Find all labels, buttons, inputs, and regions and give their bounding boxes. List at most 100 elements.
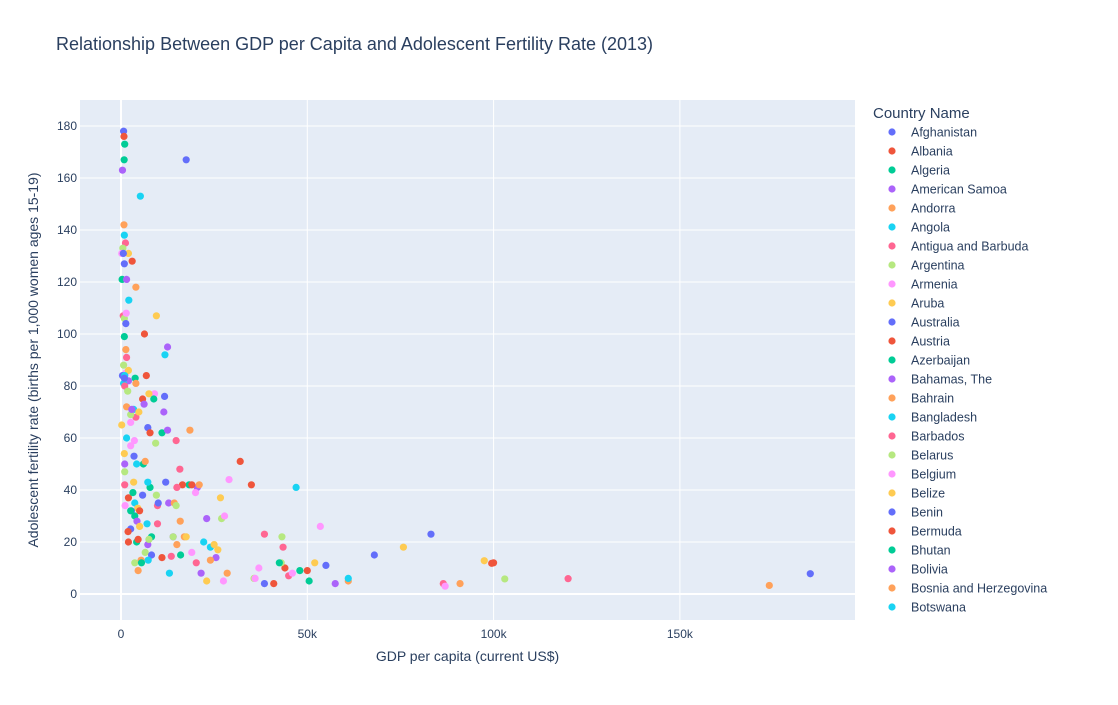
data-point[interactable]: [128, 405, 136, 413]
data-point[interactable]: [173, 483, 181, 491]
data-point[interactable]: [169, 533, 177, 541]
data-point[interactable]: [133, 460, 141, 468]
data-point[interactable]: [119, 249, 127, 257]
data-point[interactable]: [130, 478, 138, 486]
data-point[interactable]: [118, 166, 127, 174]
data-point[interactable]: [172, 437, 180, 445]
data-point[interactable]: [188, 548, 196, 557]
data-point[interactable]: [275, 559, 283, 567]
data-point[interactable]: [225, 476, 233, 484]
data-point[interactable]: [121, 502, 129, 510]
data-point[interactable]: [122, 320, 130, 328]
data-point[interactable]: [129, 489, 137, 497]
legend-item[interactable]: Benin: [888, 506, 943, 520]
data-point[interactable]: [120, 260, 128, 268]
legend-item[interactable]: Bhutan: [888, 544, 951, 558]
data-point[interactable]: [128, 257, 136, 265]
data-point[interactable]: [140, 330, 149, 338]
data-point[interactable]: [214, 546, 222, 554]
data-point[interactable]: [120, 231, 128, 239]
legend-item[interactable]: Albania: [888, 145, 953, 159]
data-point[interactable]: [122, 434, 131, 442]
data-point[interactable]: [158, 554, 166, 562]
data-point[interactable]: [303, 567, 311, 575]
legend-item[interactable]: Bermuda: [888, 525, 962, 539]
data-point[interactable]: [144, 556, 152, 564]
data-point[interactable]: [130, 452, 138, 460]
data-point[interactable]: [127, 418, 135, 426]
data-point[interactable]: [127, 442, 135, 450]
legend-item[interactable]: Azerbaijan: [888, 354, 970, 368]
legend-item[interactable]: Algeria: [888, 164, 950, 178]
data-point[interactable]: [206, 556, 215, 564]
data-point[interactable]: [296, 567, 304, 575]
data-point[interactable]: [160, 392, 169, 400]
data-point[interactable]: [480, 557, 488, 565]
data-point[interactable]: [122, 353, 131, 361]
data-point[interactable]: [501, 575, 509, 583]
data-point[interactable]: [134, 567, 142, 575]
data-point[interactable]: [197, 569, 205, 577]
data-point[interactable]: [137, 559, 146, 567]
data-point[interactable]: [292, 483, 300, 491]
data-point[interactable]: [163, 426, 172, 434]
data-point[interactable]: [150, 395, 158, 403]
data-point[interactable]: [806, 570, 814, 578]
data-point[interactable]: [152, 491, 160, 499]
data-point[interactable]: [489, 559, 498, 567]
data-point[interactable]: [427, 530, 435, 538]
legend-item[interactable]: Armenia: [888, 278, 958, 292]
data-point[interactable]: [141, 457, 149, 465]
data-point[interactable]: [118, 421, 126, 429]
data-point[interactable]: [152, 439, 160, 447]
legend-item[interactable]: Botswana: [888, 601, 966, 615]
data-point[interactable]: [200, 538, 208, 546]
data-point[interactable]: [130, 437, 138, 445]
legend-item[interactable]: Bahrain: [888, 392, 954, 406]
data-point[interactable]: [322, 561, 330, 570]
data-point[interactable]: [278, 533, 286, 541]
data-point[interactable]: [236, 457, 244, 465]
data-point[interactable]: [141, 548, 149, 557]
data-point[interactable]: [120, 333, 128, 341]
data-point[interactable]: [121, 468, 129, 476]
data-point[interactable]: [136, 507, 144, 515]
data-point[interactable]: [182, 156, 190, 164]
data-point[interactable]: [136, 522, 144, 531]
data-point[interactable]: [124, 494, 133, 502]
data-point[interactable]: [143, 520, 151, 528]
data-point[interactable]: [288, 569, 296, 577]
data-point[interactable]: [153, 520, 162, 528]
data-point[interactable]: [124, 538, 133, 546]
data-point[interactable]: [178, 481, 187, 489]
data-point[interactable]: [247, 481, 255, 489]
data-point[interactable]: [136, 192, 144, 200]
data-point[interactable]: [138, 491, 147, 499]
data-point[interactable]: [219, 577, 228, 585]
data-point[interactable]: [176, 517, 184, 525]
legend-item[interactable]: Bolivia: [888, 563, 948, 577]
data-point[interactable]: [311, 559, 319, 567]
legend-item[interactable]: Andorra: [888, 202, 956, 216]
data-point[interactable]: [182, 533, 190, 541]
data-point[interactable]: [223, 569, 231, 577]
data-point[interactable]: [165, 499, 173, 507]
data-point[interactable]: [120, 156, 128, 164]
data-point[interactable]: [120, 450, 128, 458]
data-point[interactable]: [255, 564, 263, 572]
legend-item[interactable]: Belize: [888, 487, 945, 501]
data-point[interactable]: [370, 551, 378, 559]
data-point[interactable]: [456, 580, 464, 588]
data-point[interactable]: [220, 512, 229, 520]
data-point[interactable]: [122, 346, 130, 354]
legend-items[interactable]: Afghanistan Albania Algeria American Samoa A…: [888, 126, 1047, 615]
data-point[interactable]: [120, 132, 128, 140]
legend-item[interactable]: Aruba: [888, 297, 944, 311]
data-point[interactable]: [140, 400, 148, 408]
data-point[interactable]: [132, 283, 140, 291]
data-point[interactable]: [564, 575, 572, 583]
data-point[interactable]: [305, 577, 313, 585]
data-point[interactable]: [122, 275, 131, 283]
legend-item[interactable]: Bosnia and Herzegovina: [888, 582, 1047, 596]
data-point[interactable]: [134, 535, 142, 544]
